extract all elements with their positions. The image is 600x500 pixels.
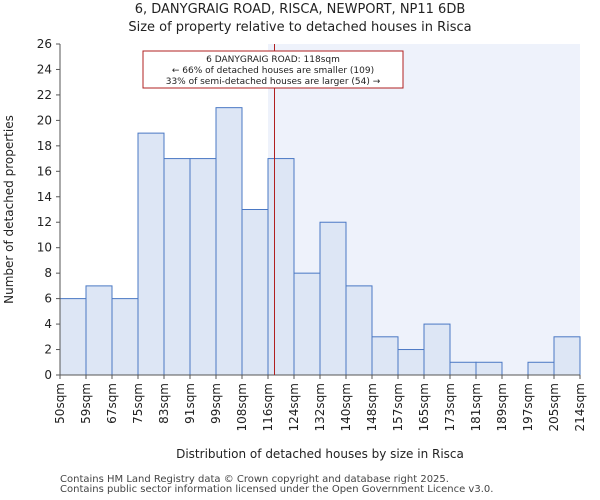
y-axis-label: Number of detached properties [2,115,16,304]
y-tick-label: 2 [44,343,52,357]
x-tick-label: 214sqm [573,383,587,431]
y-tick-label: 4 [44,317,52,331]
y-tick-label: 8 [44,266,52,280]
x-tick-label: 157sqm [391,383,405,431]
y-tick-label: 0 [44,368,52,382]
page-title: 6, DANYGRAIG ROAD, RISCA, NEWPORT, NP11 … [134,2,466,17]
x-tick-label: 148sqm [365,383,379,431]
x-tick-label: 205sqm [547,383,561,431]
y-tick-label: 22 [37,88,52,102]
annotation-box: 6 DANYGRAIG ROAD: 118sqm ← 66% of detach… [142,50,404,89]
annotation-line-1: 6 DANYGRAIG ROAD: 118sqm [206,55,340,65]
bar-108sqm [241,209,269,376]
x-axis-label: Distribution of detached houses by size … [176,447,464,461]
bar-116sqm [267,158,295,376]
y-tick-label: 6 [44,292,52,306]
footer-line-2: Contains public sector information licen… [60,484,494,495]
chart-subtitle: Size of property relative to detached ho… [128,20,472,35]
bar-50sqm [59,298,87,376]
x-tick-label: 75sqm [131,383,145,424]
x-tick-label: 181sqm [469,383,483,431]
x-tick-label: 91sqm [183,383,197,424]
x-tick-label: 124sqm [287,383,301,431]
x-tick-label: 140sqm [339,383,353,431]
x-tick-label: 67sqm [105,383,119,424]
bar-99sqm [215,107,243,376]
annotation-line-2: ← 66% of detached houses are smaller (10… [172,66,374,76]
y-tick-label: 26 [37,37,52,51]
bar-181sqm [475,361,503,376]
y-tick-label: 18 [37,139,52,153]
x-tick-label: 173sqm [443,383,457,431]
x-tick-label: 132sqm [313,383,327,431]
x-tick-label: 59sqm [79,383,93,424]
y-tick-label: 16 [37,164,52,178]
y-tick-label: 14 [37,190,52,204]
x-tick-label: 165sqm [417,383,431,431]
bar-59sqm [85,285,113,376]
bar-157sqm [397,349,425,376]
x-tick-label: 83sqm [157,383,171,424]
bar-75sqm [137,132,165,376]
bar-205sqm [553,336,581,376]
y-tick-label: 20 [37,113,52,127]
x-tick-label: 99sqm [209,383,223,424]
bar-140sqm [345,285,373,376]
bar-132sqm [319,221,347,376]
bar-148sqm [371,336,399,376]
bar-67sqm [111,298,139,376]
bar-91sqm [189,158,217,376]
x-tick-label: 116sqm [261,383,275,431]
bar-124sqm [293,272,321,376]
y-tick-label: 24 [37,62,52,76]
y-tick-label: 12 [37,215,52,229]
bar-173sqm [449,361,477,376]
bar-197sqm [527,361,555,376]
y-tick-label: 10 [37,241,52,255]
x-tick-label: 108sqm [235,383,249,431]
x-tick-label: 50sqm [53,383,67,424]
x-tick-label: 189sqm [495,383,509,431]
bar-83sqm [163,158,191,376]
x-tick-label: 197sqm [521,383,535,431]
footer-line-1: Contains HM Land Registry data © Crown c… [60,474,449,485]
annotation-line-3: 33% of semi-detached houses are larger (… [166,77,381,87]
bar-165sqm [423,323,451,376]
